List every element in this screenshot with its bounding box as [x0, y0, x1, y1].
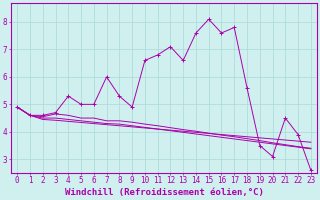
X-axis label: Windchill (Refroidissement éolien,°C): Windchill (Refroidissement éolien,°C) — [65, 188, 263, 197]
